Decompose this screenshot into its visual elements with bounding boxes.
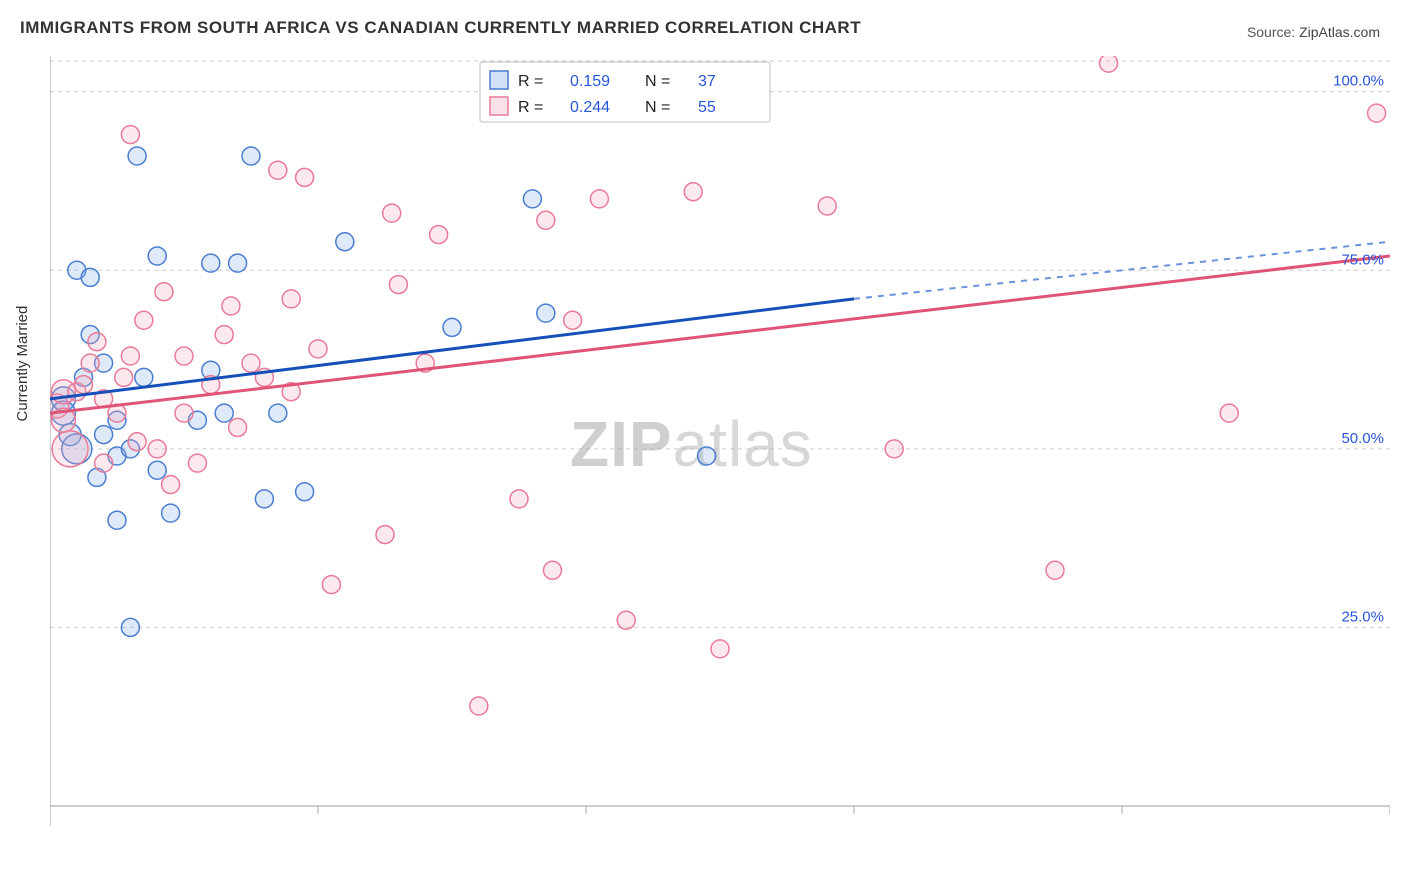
data-point — [564, 311, 582, 329]
data-point — [309, 340, 327, 358]
data-point — [229, 418, 247, 436]
data-point — [162, 504, 180, 522]
data-point — [155, 283, 173, 301]
data-point — [1368, 104, 1386, 122]
source-attribution: Source: ZipAtlas.com — [1247, 24, 1380, 40]
data-point — [537, 304, 555, 322]
data-point — [590, 190, 608, 208]
data-point — [510, 490, 528, 508]
data-point — [885, 440, 903, 458]
y-tick-label: 25.0% — [1341, 608, 1384, 625]
data-point — [215, 404, 233, 422]
data-point — [242, 147, 260, 165]
data-point — [336, 233, 354, 251]
data-point — [322, 576, 340, 594]
data-point — [229, 254, 247, 272]
data-point — [470, 697, 488, 715]
data-point — [255, 490, 273, 508]
data-point — [95, 454, 113, 472]
data-point — [1046, 561, 1064, 579]
data-point — [389, 276, 407, 294]
data-point — [88, 333, 106, 351]
scatter-plot: ZIPatlas 25.0% 50.0% 75.0% 100.0% R = 0.159 N… — [50, 56, 1390, 826]
data-point — [162, 476, 180, 494]
data-point — [269, 404, 287, 422]
data-point — [698, 447, 716, 465]
data-point — [135, 368, 153, 386]
y-tick-label: 100.0% — [1333, 73, 1384, 90]
data-point — [383, 204, 401, 222]
stats-legend: R = 0.159 N = 37 R = 0.244 N = 55 — [480, 62, 770, 122]
data-point — [544, 561, 562, 579]
data-point — [75, 376, 93, 394]
chart-svg: ZIPatlas 25.0% 50.0% 75.0% 100.0% R = 0.159 N… — [50, 56, 1390, 826]
data-point — [175, 347, 193, 365]
data-point — [175, 404, 193, 422]
legend-r-label: R = — [518, 73, 543, 90]
data-point — [376, 526, 394, 544]
data-point — [215, 326, 233, 344]
watermark: ZIPatlas — [570, 408, 813, 480]
y-axis-label: Currently Married — [14, 306, 31, 422]
data-point — [121, 618, 139, 636]
legend-n-value: 37 — [698, 73, 716, 90]
legend-n-value: 55 — [698, 99, 716, 116]
data-point — [269, 161, 287, 179]
data-point — [242, 354, 260, 372]
data-point — [148, 461, 166, 479]
source-value: ZipAtlas.com — [1299, 24, 1380, 40]
data-point — [617, 611, 635, 629]
data-point — [52, 431, 88, 467]
data-point — [296, 168, 314, 186]
data-point — [443, 318, 461, 336]
trendline-pink — [50, 256, 1390, 413]
data-point — [523, 190, 541, 208]
data-point — [711, 640, 729, 658]
y-tick-label: 50.0% — [1341, 430, 1384, 447]
data-point — [222, 297, 240, 315]
data-point — [1100, 56, 1118, 72]
data-point — [684, 183, 702, 201]
source-label: Source: — [1247, 24, 1295, 40]
data-point — [282, 290, 300, 308]
data-point — [148, 247, 166, 265]
data-point — [115, 368, 133, 386]
data-point — [818, 197, 836, 215]
chart-title: IMMIGRANTS FROM SOUTH AFRICA VS CANADIAN… — [20, 18, 861, 38]
data-point — [108, 511, 126, 529]
y-tick-label: 75.0% — [1341, 251, 1384, 268]
data-point — [148, 440, 166, 458]
legend-r-label: R = — [518, 99, 543, 116]
data-point — [430, 226, 448, 244]
data-point — [537, 211, 555, 229]
legend-swatch-icon — [490, 97, 508, 115]
data-point — [188, 454, 206, 472]
data-point — [121, 126, 139, 144]
trendline-blue — [50, 299, 854, 399]
data-point — [296, 483, 314, 501]
data-point — [128, 147, 146, 165]
data-point — [121, 347, 139, 365]
data-point — [1220, 404, 1238, 422]
data-point — [202, 254, 220, 272]
legend-swatch-icon — [490, 71, 508, 89]
data-point — [95, 426, 113, 444]
data-point — [128, 433, 146, 451]
legend-r-value: 0.159 — [570, 73, 610, 90]
data-point — [135, 311, 153, 329]
data-point — [81, 268, 99, 286]
legend-n-label: N = — [645, 99, 670, 116]
legend-n-label: N = — [645, 73, 670, 90]
legend-r-value: 0.244 — [570, 99, 610, 116]
data-point — [81, 354, 99, 372]
